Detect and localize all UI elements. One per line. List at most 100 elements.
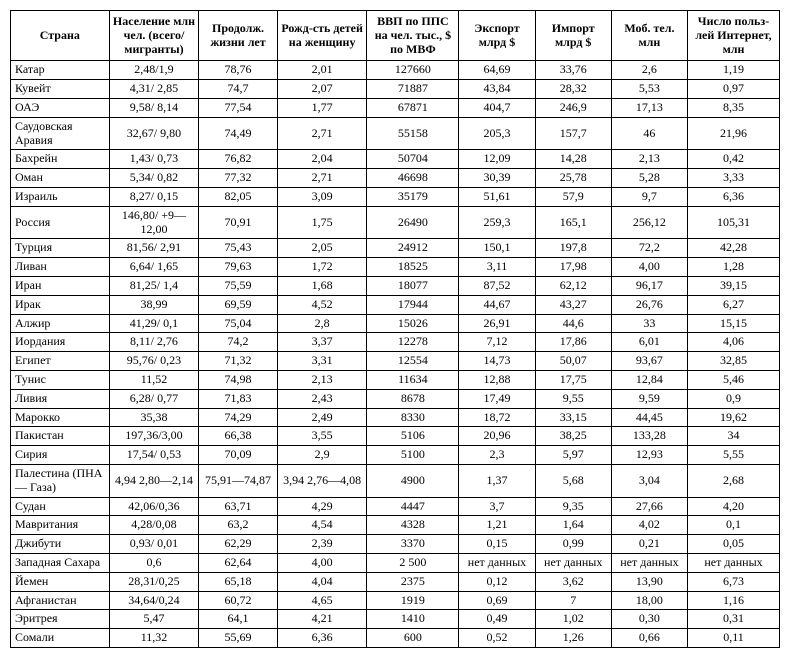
value-cell: 404,7 — [459, 98, 535, 117]
value-cell: 1,16 — [688, 591, 780, 610]
country-cell: Тунис — [11, 370, 110, 389]
value-cell: 93,67 — [611, 352, 687, 371]
value-cell: 43,27 — [535, 295, 611, 314]
value-cell: 27,66 — [611, 497, 687, 516]
value-cell: 44,67 — [459, 295, 535, 314]
value-cell: 259,3 — [459, 206, 535, 239]
value-cell: 3,37 — [277, 333, 367, 352]
col-header-4: ВВП по ППС на чел. тыс., $ по МВФ — [367, 11, 459, 61]
value-cell: 71887 — [367, 80, 459, 99]
value-cell: 5,53 — [611, 80, 687, 99]
value-cell: 4,00 — [611, 258, 687, 277]
value-cell: 74,2 — [199, 333, 277, 352]
value-cell: 74,49 — [199, 117, 277, 150]
value-cell: 4,28/0,08 — [109, 516, 199, 535]
value-cell: 50704 — [367, 150, 459, 169]
value-cell: 4,94 2,80—2,14 — [109, 464, 199, 497]
country-cell: Турция — [11, 239, 110, 258]
table-row: Западная Сахара0,662,644,002 500нет данн… — [11, 553, 780, 572]
value-cell: 17,75 — [535, 370, 611, 389]
table-row: Пакистан197,36/3,0066,383,55510620,9638,… — [11, 427, 780, 446]
value-cell: 62,29 — [199, 535, 277, 554]
value-cell: 3,7 — [459, 497, 535, 516]
value-cell: 5,47 — [109, 610, 199, 629]
value-cell: 12,84 — [611, 370, 687, 389]
value-cell: 1410 — [367, 610, 459, 629]
value-cell: 42,06/0,36 — [109, 497, 199, 516]
table-row: Мавритания4,28/0,0863,24,5443281,211,644… — [11, 516, 780, 535]
col-header-1: Население млн чел. (всего/ мигранты) — [109, 11, 199, 61]
value-cell: 0,99 — [535, 535, 611, 554]
value-cell: 127660 — [367, 61, 459, 80]
country-cell: Пакистан — [11, 427, 110, 446]
value-cell: 39,15 — [688, 276, 780, 295]
value-cell: 32,85 — [688, 352, 780, 371]
country-cell: Судан — [11, 497, 110, 516]
country-cell: Иордания — [11, 333, 110, 352]
table-row: ОАЭ9,58/ 8,1477,541,7767871404,7246,917,… — [11, 98, 780, 117]
value-cell: 42,28 — [688, 239, 780, 258]
value-cell: 55,69 — [199, 629, 277, 648]
value-cell: 246,9 — [535, 98, 611, 117]
table-row: Тунис11,5274,982,131163412,8817,7512,845… — [11, 370, 780, 389]
country-cell: Ирак — [11, 295, 110, 314]
value-cell: 0,49 — [459, 610, 535, 629]
value-cell: 69,59 — [199, 295, 277, 314]
value-cell: 76,82 — [199, 150, 277, 169]
value-cell: 75,43 — [199, 239, 277, 258]
value-cell: 17,13 — [611, 98, 687, 117]
value-cell: 3,55 — [277, 427, 367, 446]
value-cell: 1,77 — [277, 98, 367, 117]
value-cell: 18,00 — [611, 591, 687, 610]
value-cell: 32,67/ 9,80 — [109, 117, 199, 150]
value-cell: 13,90 — [611, 572, 687, 591]
value-cell: 6,36 — [277, 629, 367, 648]
value-cell: 0,93/ 0,01 — [109, 535, 199, 554]
value-cell: 4328 — [367, 516, 459, 535]
value-cell: 38,25 — [535, 427, 611, 446]
country-cell: Израиль — [11, 187, 110, 206]
value-cell: 15,15 — [688, 314, 780, 333]
value-cell: 3,09 — [277, 187, 367, 206]
col-header-7: Моб. тел. млн — [611, 11, 687, 61]
value-cell: 4,52 — [277, 295, 367, 314]
table-row: Сирия17,54/ 0,5370,092,951002,35,9712,93… — [11, 446, 780, 465]
table-row: Алжир41,29/ 0,175,042,81502626,9144,6331… — [11, 314, 780, 333]
value-cell: 157,7 — [535, 117, 611, 150]
value-cell: 4,29 — [277, 497, 367, 516]
value-cell: 11,32 — [109, 629, 199, 648]
value-cell: 81,25/ 1,4 — [109, 276, 199, 295]
country-cell: Кувейт — [11, 80, 110, 99]
table-row: Марокко35,3874,292,49833018,7233,1544,45… — [11, 408, 780, 427]
value-cell: 9,55 — [535, 389, 611, 408]
value-cell: 75,91—74,87 — [199, 464, 277, 497]
value-cell: 8330 — [367, 408, 459, 427]
value-cell: 64,1 — [199, 610, 277, 629]
value-cell: 2,71 — [277, 169, 367, 188]
value-cell: 28,31/0,25 — [109, 572, 199, 591]
value-cell: 26,76 — [611, 295, 687, 314]
value-cell: 44,6 — [535, 314, 611, 333]
value-cell: 6,27 — [688, 295, 780, 314]
country-cell: Катар — [11, 61, 110, 80]
value-cell: 46698 — [367, 169, 459, 188]
value-cell: 67871 — [367, 98, 459, 117]
value-cell: 2 500 — [367, 553, 459, 572]
country-cell: Ливия — [11, 389, 110, 408]
value-cell: 9,35 — [535, 497, 611, 516]
value-cell: 38,99 — [109, 295, 199, 314]
value-cell: 150,1 — [459, 239, 535, 258]
value-cell: 87,52 — [459, 276, 535, 295]
table-row: Саудовская Аравия32,67/ 9,8074,492,71551… — [11, 117, 780, 150]
value-cell: 3,04 — [611, 464, 687, 497]
value-cell: 25,78 — [535, 169, 611, 188]
value-cell: 60,72 — [199, 591, 277, 610]
value-cell: 44,45 — [611, 408, 687, 427]
stats-table: СтранаНаселение млн чел. (всего/ мигрант… — [10, 10, 780, 648]
value-cell: 9,7 — [611, 187, 687, 206]
value-cell: 4,00 — [277, 553, 367, 572]
value-cell: 3,33 — [688, 169, 780, 188]
value-cell: 74,29 — [199, 408, 277, 427]
value-cell: 63,71 — [199, 497, 277, 516]
value-cell: 2,49 — [277, 408, 367, 427]
